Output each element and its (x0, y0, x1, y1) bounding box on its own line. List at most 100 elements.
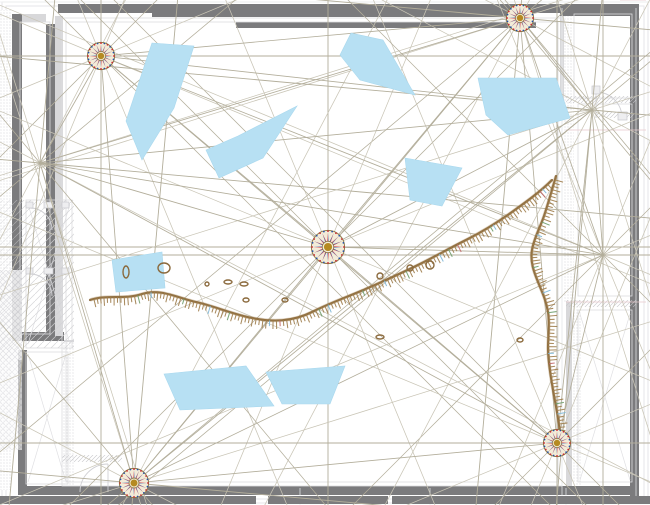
rose-bead (512, 28, 515, 31)
place-name-tick (536, 234, 543, 238)
place-name-tick (544, 186, 550, 192)
rose-bead (119, 478, 122, 481)
rose-bead (331, 261, 333, 264)
place-name-tick (130, 296, 133, 303)
place-name-tick (542, 289, 551, 294)
rose-bead (565, 451, 567, 453)
rose-bead (133, 468, 135, 470)
place-name-tick (435, 255, 441, 264)
place-name-tick (541, 287, 547, 291)
rose-bead (319, 259, 321, 262)
rose-bead (531, 20, 534, 23)
place-name-tick (247, 317, 251, 324)
compass-rose[interactable] (86, 41, 116, 71)
place-name-tick (533, 267, 543, 272)
place-name-tick (405, 270, 411, 279)
rhumb-chord (519, 17, 593, 111)
sea-polygon (404, 157, 463, 207)
place-name-tick (537, 230, 546, 236)
rhumb-node[interactable] (590, 108, 594, 112)
place-name-tick (184, 299, 188, 309)
place-name-tick (554, 179, 564, 183)
place-name-tick (545, 300, 555, 304)
place-name-tick (554, 395, 561, 398)
place-name-tick (312, 311, 316, 318)
rose-hub (516, 14, 524, 22)
rhumb-node[interactable] (601, 253, 605, 257)
rose-bead (315, 234, 318, 237)
place-name-tick (517, 207, 523, 213)
place-name-tick (509, 213, 514, 219)
coastline (530, 174, 562, 446)
rose-bead (121, 489, 123, 491)
place-name-tick (462, 241, 467, 247)
rhumb-line (381, 0, 593, 111)
coastline-group (88, 174, 569, 446)
place-name-tick (355, 292, 360, 302)
sea-polygon (265, 365, 346, 405)
place-name-tick (220, 309, 224, 319)
place-name-tick (447, 248, 453, 257)
compass-rose[interactable] (542, 428, 572, 458)
place-name-tick (483, 229, 490, 238)
rose-bead (552, 454, 555, 457)
rose-bead (547, 451, 549, 453)
rhumb-line (39, 162, 148, 505)
rose-bead (567, 435, 570, 438)
place-name-tick (211, 306, 215, 313)
place-name-tick (181, 298, 185, 305)
place-name-tick (258, 319, 261, 326)
rose-bead (91, 64, 93, 66)
rose-bead (549, 453, 552, 456)
rose-bead (327, 230, 329, 232)
place-name-tick (547, 307, 554, 310)
rose-bead (519, 4, 521, 6)
place-name-tick (286, 319, 289, 329)
rose-bead (87, 55, 89, 57)
place-name-tick (528, 199, 535, 207)
place-name-tick (377, 283, 383, 292)
place-name-tick (302, 315, 306, 322)
rose-bead (338, 257, 341, 260)
rhumb-line (327, 0, 431, 248)
rhumb-line (556, 442, 650, 482)
rhumb-line (0, 17, 521, 181)
place-name-tick (339, 299, 344, 305)
place-name-tick (531, 259, 541, 262)
rhumb-chord (39, 162, 604, 256)
island (242, 297, 250, 303)
place-name-tick (324, 305, 329, 314)
rhumb-line (519, 0, 543, 19)
compass-rose[interactable] (505, 3, 535, 33)
place-name-tick (402, 272, 406, 278)
compass-rose-group[interactable] (38, 3, 605, 499)
place-name-tick (534, 194, 539, 201)
compass-rose[interactable] (310, 229, 346, 265)
rose-bead (146, 478, 149, 481)
rose-bead (522, 29, 525, 32)
place-name-tick (393, 276, 397, 283)
rose-bead (525, 5, 528, 8)
rose-bead (146, 485, 149, 488)
place-name-tick (282, 320, 285, 326)
rose-bead (549, 430, 552, 433)
rhumb-line (8, 162, 41, 505)
rose-bead (567, 448, 570, 451)
place-name-tick (534, 270, 544, 275)
dimension-lines (566, 0, 646, 303)
rhumb-line (591, 109, 650, 181)
rose-bead (515, 29, 518, 32)
rhumb-node[interactable] (38, 161, 42, 165)
place-name-tick (501, 218, 506, 225)
rhumb-line (0, 114, 41, 164)
place-name-tick (159, 292, 162, 299)
rhumb-line (220, 246, 329, 505)
place-name-tick (547, 205, 553, 209)
place-name-tick (165, 293, 169, 303)
compass-rose[interactable] (118, 467, 150, 499)
place-name-tick (386, 279, 392, 288)
rhumb-line (107, 482, 135, 505)
rhumb-line (504, 0, 521, 19)
